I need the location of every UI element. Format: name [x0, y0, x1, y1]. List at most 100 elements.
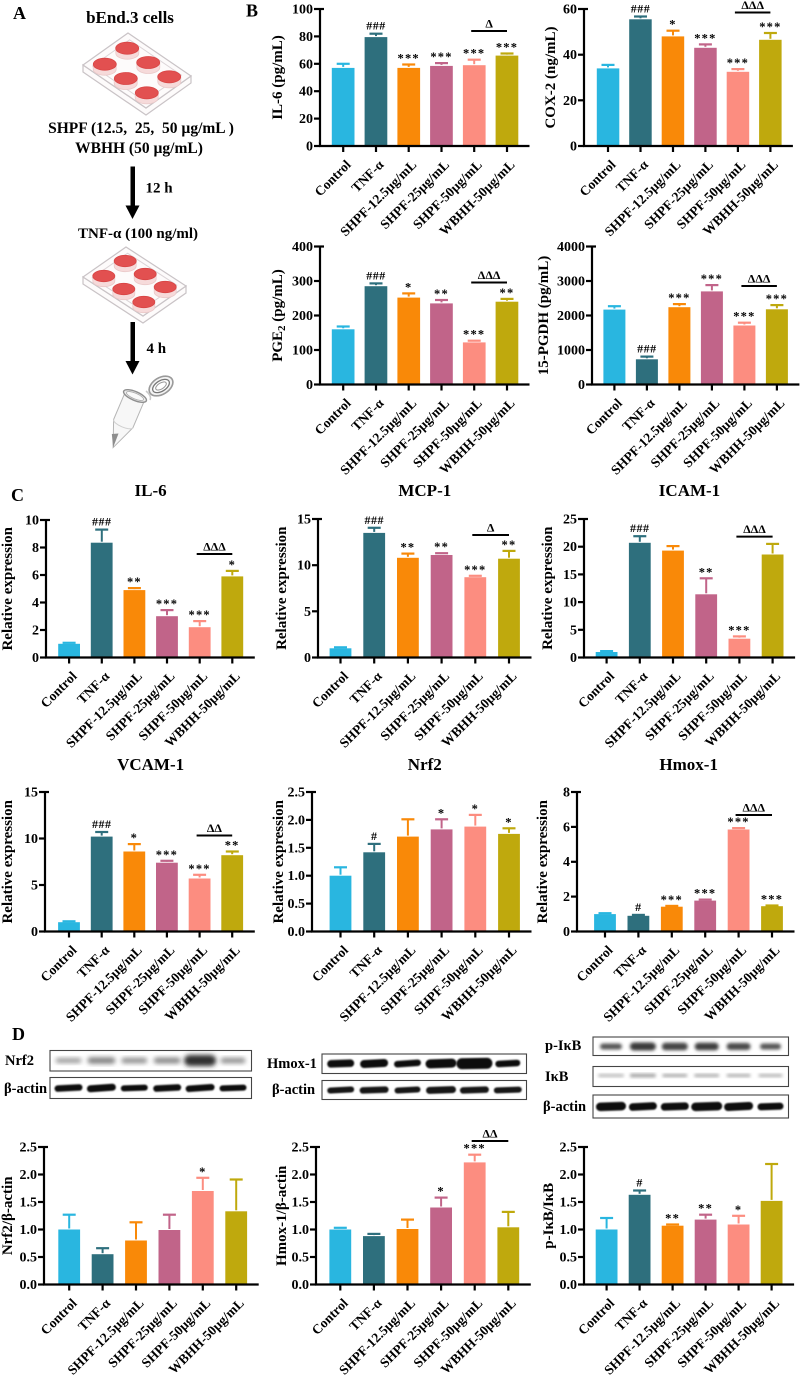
svg-text:***: *** — [464, 563, 486, 577]
svg-text:1.5: 1.5 — [292, 1196, 310, 1211]
svg-text:IκB: IκB — [545, 1069, 569, 1085]
svg-text:2000: 2000 — [557, 309, 585, 324]
svg-text:10: 10 — [297, 559, 311, 574]
svg-text:Relative expression: Relative expression — [0, 799, 16, 923]
svg-text:8: 8 — [32, 541, 39, 556]
svg-text:***: *** — [727, 56, 749, 70]
svg-text:β-actin: β-actin — [272, 1082, 315, 1098]
svg-text:1.0: 1.0 — [20, 1223, 38, 1238]
svg-text:40: 40 — [299, 85, 313, 100]
svg-text:25: 25 — [563, 513, 577, 528]
svg-text:###: ### — [92, 817, 112, 831]
svg-text:2.5: 2.5 — [288, 786, 306, 801]
svg-text:10: 10 — [25, 514, 39, 529]
svg-text:0.5: 0.5 — [20, 1251, 38, 1266]
svg-text:β-actin: β-actin — [543, 1099, 586, 1115]
svg-text:***: *** — [188, 862, 210, 876]
svg-text:***: *** — [759, 20, 781, 34]
svg-text:0.5: 0.5 — [288, 897, 306, 912]
svg-text:0.5: 0.5 — [560, 1251, 578, 1266]
svg-text:**: ** — [699, 565, 714, 579]
svg-text:20: 20 — [563, 94, 577, 109]
svg-text:15-PGDH (pg/mL): 15-PGDH (pg/mL) — [536, 256, 552, 376]
svg-text:20: 20 — [299, 112, 313, 127]
svg-text:**: ** — [665, 1212, 680, 1226]
svg-text:0.0: 0.0 — [292, 1278, 310, 1293]
svg-text:*: * — [438, 806, 445, 820]
svg-text:15: 15 — [297, 513, 311, 528]
svg-text:2.0: 2.0 — [292, 1168, 310, 1183]
svg-text:Nrf2/β-actin: Nrf2/β-actin — [0, 1176, 16, 1255]
svg-text:5: 5 — [304, 605, 311, 620]
svg-text:12 h: 12 h — [146, 181, 174, 197]
svg-text:20: 20 — [563, 540, 577, 555]
svg-text:Nrf2: Nrf2 — [5, 1053, 34, 1069]
svg-text:10: 10 — [563, 596, 577, 611]
svg-text:300: 300 — [292, 275, 313, 290]
svg-text:100: 100 — [292, 344, 313, 359]
svg-text:0: 0 — [306, 378, 313, 393]
svg-text:2.5: 2.5 — [20, 1141, 38, 1156]
svg-text:1000: 1000 — [557, 344, 585, 359]
svg-text:2.0: 2.0 — [20, 1168, 38, 1183]
svg-text:***: *** — [761, 893, 783, 907]
svg-text:Relative expression: Relative expression — [535, 799, 551, 923]
svg-text:1.0: 1.0 — [560, 1223, 578, 1238]
svg-text:***: *** — [766, 292, 788, 306]
svg-text:*: * — [229, 558, 236, 572]
svg-text:15: 15 — [24, 786, 38, 801]
svg-text:*: * — [735, 1203, 742, 1217]
svg-text:**: ** — [400, 541, 415, 555]
svg-text:3000: 3000 — [557, 275, 585, 290]
svg-text:2.0: 2.0 — [288, 813, 306, 828]
svg-text:4: 4 — [563, 855, 570, 870]
svg-text:6: 6 — [32, 569, 39, 584]
svg-text:8: 8 — [563, 786, 570, 801]
svg-text:C: C — [11, 485, 24, 505]
svg-text:*: * — [669, 18, 676, 32]
svg-text:**: ** — [127, 575, 142, 589]
svg-text:*: * — [472, 802, 479, 816]
svg-text:***: *** — [430, 50, 452, 64]
svg-text:1.0: 1.0 — [292, 1223, 310, 1238]
svg-text:***: *** — [464, 1142, 486, 1156]
svg-text:0: 0 — [570, 140, 577, 155]
svg-text:#: # — [636, 1176, 643, 1190]
svg-text:2.0: 2.0 — [560, 1168, 578, 1183]
svg-text:**: ** — [434, 540, 449, 554]
svg-text:Δ: Δ — [487, 521, 495, 535]
svg-text:Hmox-1/β-actin: Hmox-1/β-actin — [274, 1165, 290, 1266]
svg-text:400: 400 — [292, 240, 313, 255]
svg-text:1.5: 1.5 — [288, 841, 306, 856]
svg-text:***: *** — [694, 887, 716, 901]
svg-text:ΔΔ: ΔΔ — [207, 821, 223, 835]
svg-text:5: 5 — [31, 879, 38, 894]
svg-text:###: ### — [631, 2, 651, 16]
svg-text:5: 5 — [570, 623, 577, 638]
svg-text:0: 0 — [563, 925, 570, 940]
svg-text:MCP-1: MCP-1 — [398, 481, 451, 500]
svg-text:2.5: 2.5 — [560, 1141, 578, 1156]
svg-text:6: 6 — [563, 820, 570, 835]
svg-text:TNF-α (100 ng/ml): TNF-α (100 ng/ml) — [78, 226, 198, 242]
svg-text:bEnd.3 cells: bEnd.3 cells — [86, 8, 174, 27]
svg-text:***: *** — [398, 52, 420, 66]
svg-text:***: *** — [701, 272, 723, 286]
svg-text:ΔΔ: ΔΔ — [482, 1127, 498, 1141]
svg-text:Relative expression: Relative expression — [540, 526, 556, 650]
svg-text:IL-6: IL-6 — [135, 481, 167, 500]
svg-text:***: *** — [463, 328, 485, 342]
svg-text:0: 0 — [32, 651, 39, 666]
svg-text:0: 0 — [304, 651, 311, 666]
svg-text:1.0: 1.0 — [288, 869, 306, 884]
svg-text:1.5: 1.5 — [20, 1196, 38, 1211]
svg-text:*: * — [505, 815, 512, 829]
svg-text:4 h: 4 h — [147, 341, 167, 357]
svg-text:4: 4 — [32, 596, 39, 611]
svg-text:0: 0 — [578, 378, 585, 393]
svg-text:0.5: 0.5 — [292, 1251, 310, 1266]
svg-text:***: *** — [463, 47, 485, 61]
svg-text:0: 0 — [31, 925, 38, 940]
svg-text:***: *** — [668, 291, 690, 305]
svg-text:###: ### — [364, 513, 384, 527]
